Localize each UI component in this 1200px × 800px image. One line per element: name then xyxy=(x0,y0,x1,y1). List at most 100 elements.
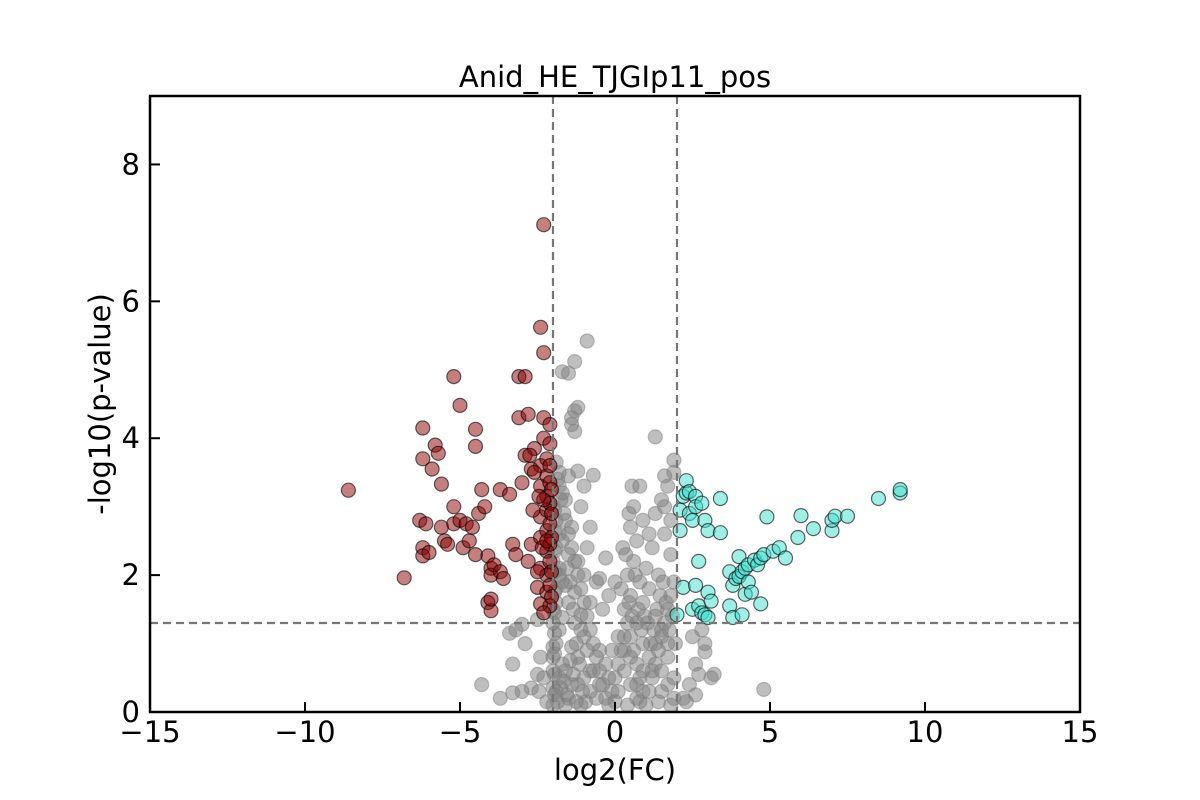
point-down-0 xyxy=(340,482,356,498)
x-tick-label: 0 xyxy=(606,715,624,749)
point-down-27 xyxy=(467,546,484,563)
point-down-30 xyxy=(477,499,493,515)
point-ns-173 xyxy=(610,629,626,645)
point-ns-219 xyxy=(642,635,659,652)
point-up-14 xyxy=(691,553,707,570)
point-ns-245 xyxy=(601,587,617,604)
point-ns-238 xyxy=(663,697,679,713)
threshold-lines xyxy=(150,96,1080,712)
point-down-24 xyxy=(464,519,480,535)
x-tick-label: 10 xyxy=(907,715,944,749)
point-down-16 xyxy=(446,369,462,385)
point-ns-177 xyxy=(635,663,651,679)
point-ns-170 xyxy=(591,676,608,693)
point-down-17 xyxy=(446,499,462,515)
point-ns-167 xyxy=(573,622,589,638)
y-tick-label: 0 xyxy=(122,695,140,729)
point-down-63 xyxy=(536,345,552,361)
point-ns-17 xyxy=(573,499,589,515)
points-layer xyxy=(340,217,908,713)
point-ns-71 xyxy=(687,656,704,672)
y-axis: 0 2 4 6 8 xyxy=(122,147,160,729)
point-ns-171 xyxy=(598,656,614,672)
point-ns-178 xyxy=(641,649,657,665)
point-down-47 xyxy=(517,369,533,385)
point-up-4 xyxy=(675,579,691,596)
point-down-88 xyxy=(543,589,560,605)
point-down-25 xyxy=(467,421,484,437)
plot-frame xyxy=(148,94,1082,714)
point-ns-12 xyxy=(576,478,592,494)
point-ns-240 xyxy=(687,687,704,703)
point-ns-43 xyxy=(492,690,508,706)
point-up-23 xyxy=(703,593,719,609)
point-ns-232 xyxy=(557,697,574,713)
point-ns-44 xyxy=(474,676,490,693)
point-up-13 xyxy=(687,577,704,594)
point-ns-0 xyxy=(579,333,595,349)
point-down-50 xyxy=(520,553,536,570)
point-ns-21 xyxy=(579,540,595,556)
point-down-41 xyxy=(502,486,518,502)
point-up-50 xyxy=(793,507,809,524)
point-ns-244 xyxy=(588,574,605,590)
point-down-15 xyxy=(440,536,456,552)
point-down-76 xyxy=(542,458,558,474)
point-ns-181 xyxy=(660,676,676,693)
point-up-55 xyxy=(839,508,856,524)
point-ns-74 xyxy=(684,629,701,645)
point-ns-168 xyxy=(579,642,595,659)
point-ns-38 xyxy=(502,625,518,641)
x-tick-label: 5 xyxy=(761,715,779,749)
point-down-23 xyxy=(461,533,477,549)
point-ns-3 xyxy=(554,364,570,380)
point-down-43 xyxy=(508,546,524,563)
point-ns-42 xyxy=(505,685,521,701)
point-ns-70 xyxy=(703,670,719,686)
point-down-9 xyxy=(424,461,440,477)
point-ns-129 xyxy=(579,608,595,624)
point-ns-235 xyxy=(619,697,636,713)
point-ns-227 xyxy=(667,635,684,652)
point-ns-220 xyxy=(646,622,662,638)
point-up-24 xyxy=(712,490,729,507)
point-up-25 xyxy=(712,525,729,541)
point-ns-104 xyxy=(647,429,663,445)
point-up-34 xyxy=(734,607,750,623)
point-ns-11 xyxy=(585,467,601,483)
point-down-36 xyxy=(483,591,499,607)
point-ns-18 xyxy=(582,519,598,535)
point-down-8 xyxy=(421,544,437,561)
point-ns-91 xyxy=(663,546,679,563)
point-ns-124 xyxy=(563,540,580,556)
point-up-48 xyxy=(777,550,794,566)
point-down-11 xyxy=(430,445,446,461)
point-down-26 xyxy=(467,438,484,454)
point-down-87 xyxy=(543,564,560,580)
point-down-74 xyxy=(542,416,558,433)
y-tick-label: 4 xyxy=(122,421,140,455)
point-ns-138 xyxy=(607,670,623,686)
x-tick-label: −15 xyxy=(119,715,180,749)
point-ns-189 xyxy=(568,635,584,652)
point-ns-208 xyxy=(565,666,581,683)
point-down-97 xyxy=(539,533,555,549)
point-down-40 xyxy=(495,570,511,587)
point-ns-39 xyxy=(517,635,533,652)
point-down-55 xyxy=(532,319,549,335)
point-down-4 xyxy=(415,451,431,467)
point-down-46 xyxy=(514,475,530,491)
point-ns-73 xyxy=(697,635,713,652)
x-tick-label: 15 xyxy=(1062,715,1099,749)
point-ns-102 xyxy=(656,499,673,515)
point-up-49 xyxy=(790,529,806,546)
point-ns-105 xyxy=(666,452,682,468)
point-down-84 xyxy=(543,482,560,498)
x-axis: −15 −10 −5 0 5 10 15 xyxy=(119,702,1098,749)
point-up-17 xyxy=(694,495,710,511)
point-up-45 xyxy=(759,509,775,525)
point-down-94 xyxy=(525,502,541,518)
point-ns-88 xyxy=(644,540,660,556)
point-ns-31 xyxy=(594,601,611,617)
point-down-29 xyxy=(474,482,490,498)
